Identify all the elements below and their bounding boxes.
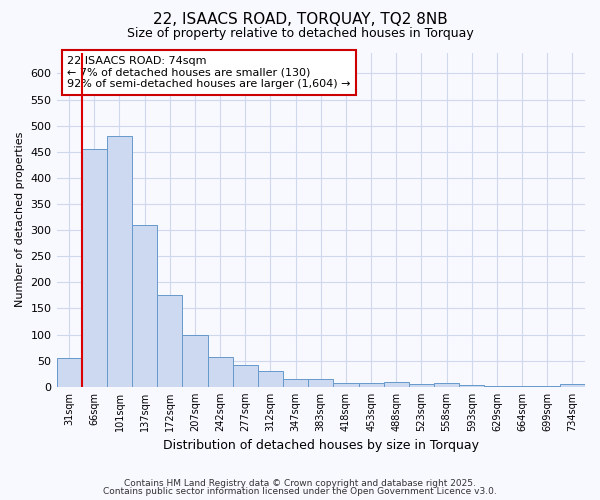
Bar — [157, 296, 182, 387]
Bar — [509, 386, 535, 387]
Text: 22 ISAACS ROAD: 74sqm
← 7% of detached houses are smaller (130)
92% of semi-deta: 22 ISAACS ROAD: 74sqm ← 7% of detached h… — [67, 56, 350, 89]
Text: Size of property relative to detached houses in Torquay: Size of property relative to detached ho… — [127, 28, 473, 40]
Y-axis label: Number of detached properties: Number of detached properties — [15, 132, 25, 308]
Bar — [484, 386, 509, 387]
Bar — [182, 334, 208, 387]
Bar — [132, 225, 157, 387]
X-axis label: Distribution of detached houses by size in Torquay: Distribution of detached houses by size … — [163, 440, 479, 452]
Bar — [283, 379, 308, 387]
Bar — [434, 382, 459, 387]
Bar — [383, 382, 409, 387]
Bar — [258, 371, 283, 387]
Bar — [56, 358, 82, 387]
Bar — [82, 149, 107, 387]
Bar — [208, 356, 233, 387]
Bar — [535, 386, 560, 387]
Text: Contains HM Land Registry data © Crown copyright and database right 2025.: Contains HM Land Registry data © Crown c… — [124, 478, 476, 488]
Text: Contains public sector information licensed under the Open Government Licence v3: Contains public sector information licen… — [103, 487, 497, 496]
Bar — [459, 385, 484, 387]
Bar — [334, 382, 359, 387]
Bar — [359, 382, 383, 387]
Bar — [308, 379, 334, 387]
Bar — [233, 365, 258, 387]
Bar — [107, 136, 132, 387]
Bar — [409, 384, 434, 387]
Text: 22, ISAACS ROAD, TORQUAY, TQ2 8NB: 22, ISAACS ROAD, TORQUAY, TQ2 8NB — [152, 12, 448, 28]
Bar — [560, 384, 585, 387]
